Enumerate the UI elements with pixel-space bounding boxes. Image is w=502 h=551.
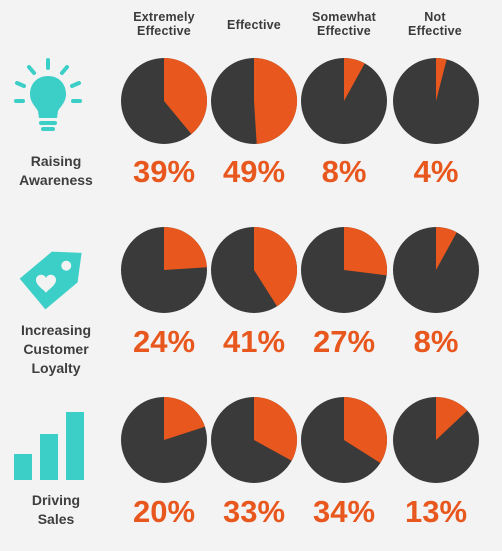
row-label-line: Raising bbox=[30, 153, 82, 169]
column-header-line: Effective bbox=[137, 24, 191, 38]
percent-label: 8% bbox=[322, 154, 367, 189]
pie-chart bbox=[393, 227, 479, 313]
percent-label: 8% bbox=[414, 324, 459, 359]
column-header-line: Extremely bbox=[133, 10, 195, 24]
percent-label: 39% bbox=[133, 154, 195, 189]
column-header-line: Effective bbox=[317, 24, 371, 38]
row-label-line: Driving bbox=[31, 492, 81, 508]
percent-label: 33% bbox=[223, 494, 285, 529]
row-label-line: Increasing bbox=[20, 322, 92, 338]
percent-label: 27% bbox=[313, 324, 375, 359]
column-header-extremely-effective: Extremely Effective bbox=[119, 10, 209, 38]
price-tag-heart-icon bbox=[19, 251, 82, 310]
lightbulb-icon bbox=[14, 58, 82, 131]
row-label-raising-awareness: Raising Awareness bbox=[0, 152, 112, 190]
column-header-line: Effective bbox=[408, 24, 462, 38]
bar-chart-icon bbox=[14, 412, 84, 480]
column-header-line: Somewhat bbox=[311, 10, 377, 24]
pie-slice bbox=[436, 227, 457, 270]
pie-chart bbox=[121, 227, 207, 313]
row-label-line: Loyalty bbox=[31, 360, 81, 376]
pie-slice bbox=[164, 227, 207, 270]
column-header-somewhat-effective: Somewhat Effective bbox=[299, 10, 389, 38]
pie-slice bbox=[164, 58, 207, 135]
percent-label: 34% bbox=[313, 494, 375, 529]
row-label-increasing-customer-loyalty: Increasing Customer Loyalty bbox=[0, 321, 112, 378]
pie-chart bbox=[211, 227, 298, 313]
pie-slice bbox=[344, 58, 365, 101]
pie-slice bbox=[254, 227, 298, 307]
percent-label: 49% bbox=[223, 154, 285, 189]
pie-chart bbox=[393, 58, 479, 144]
column-header-line: Effective bbox=[227, 18, 281, 32]
row-label-line: Awareness bbox=[19, 172, 93, 188]
column-header-effective: Effective bbox=[209, 18, 299, 32]
percent-label: 24% bbox=[133, 324, 195, 359]
pie-slice bbox=[254, 397, 298, 461]
row-label-line: Customer bbox=[23, 341, 89, 357]
pie-chart bbox=[301, 227, 387, 313]
pie-chart bbox=[211, 397, 298, 483]
row-label-line: Sales bbox=[37, 511, 75, 527]
pie-chart bbox=[121, 397, 207, 483]
pie-chart bbox=[393, 397, 479, 483]
pie-slice bbox=[164, 397, 205, 440]
pie-slice bbox=[436, 58, 447, 101]
percent-label: 13% bbox=[405, 494, 467, 529]
percent-label: 4% bbox=[414, 154, 459, 189]
pie-slice bbox=[436, 397, 468, 440]
row-label-driving-sales: Driving Sales bbox=[0, 491, 112, 529]
pie-chart bbox=[211, 57, 298, 144]
pie-chart bbox=[301, 397, 388, 483]
percent-label: 41% bbox=[223, 324, 285, 359]
pie-slice bbox=[254, 57, 298, 144]
percent-label: 20% bbox=[133, 494, 195, 529]
column-header-not-effective: Not Effective bbox=[390, 10, 480, 38]
pie-chart bbox=[301, 58, 387, 144]
pie-slice bbox=[344, 227, 387, 276]
column-header-line: Not bbox=[424, 10, 446, 24]
pie-chart bbox=[121, 58, 207, 144]
pie-slice bbox=[344, 397, 388, 464]
